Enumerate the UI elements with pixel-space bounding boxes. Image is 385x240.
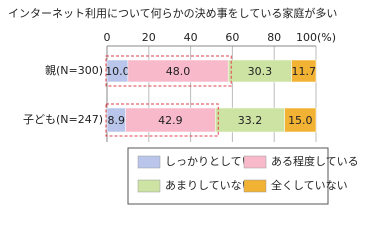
x-tick-label: 0 — [104, 31, 111, 44]
legend-swatch — [243, 155, 267, 169]
x-tick-label: 20 — [142, 31, 156, 44]
page: {"chart_data": {"type": "stacked-bar-hor… — [8, 6, 359, 205]
legend-label: しっかりとしている — [165, 155, 264, 168]
legend-box — [127, 147, 329, 205]
value-label: 48.0 — [166, 65, 191, 78]
legend-label: ある程度している — [271, 154, 359, 168]
x-tick-label: 60 — [225, 31, 239, 44]
legend-swatch — [137, 179, 161, 193]
x-tick-label: 40 — [184, 31, 198, 44]
value-label: 33.2 — [238, 114, 263, 127]
value-label: 8.9 — [108, 114, 126, 127]
highlight-box — [105, 103, 219, 137]
legend-swatch — [243, 179, 267, 193]
highlight-box — [105, 55, 232, 87]
bar-segment — [291, 59, 317, 83]
value-label: 30.3 — [248, 65, 273, 78]
value-label: 10.0 — [105, 65, 130, 78]
y-tick-label: 子ども(N=247) — [23, 113, 103, 126]
x-tick-label: 80 — [267, 31, 281, 44]
legend-label: あまりしていない — [165, 179, 253, 192]
bar-segment — [125, 107, 216, 133]
y-tick-label: 親(N=300) — [45, 64, 103, 77]
legend-label: 全くしていない — [271, 178, 348, 192]
x-tick-label: 100(%) — [296, 31, 336, 44]
value-label: 11.7 — [292, 65, 317, 78]
value-label: 15.0 — [288, 114, 313, 127]
chart: インターネット利用について何らかの決め事をしている家庭が多い 0 20 40 60 80… — [8, 6, 359, 205]
legend-swatch — [137, 155, 161, 169]
chart-title: インターネット利用について何らかの決め事をしている家庭が多い — [8, 6, 337, 20]
bar-segment — [284, 107, 317, 133]
value-label: 42.9 — [158, 114, 183, 127]
